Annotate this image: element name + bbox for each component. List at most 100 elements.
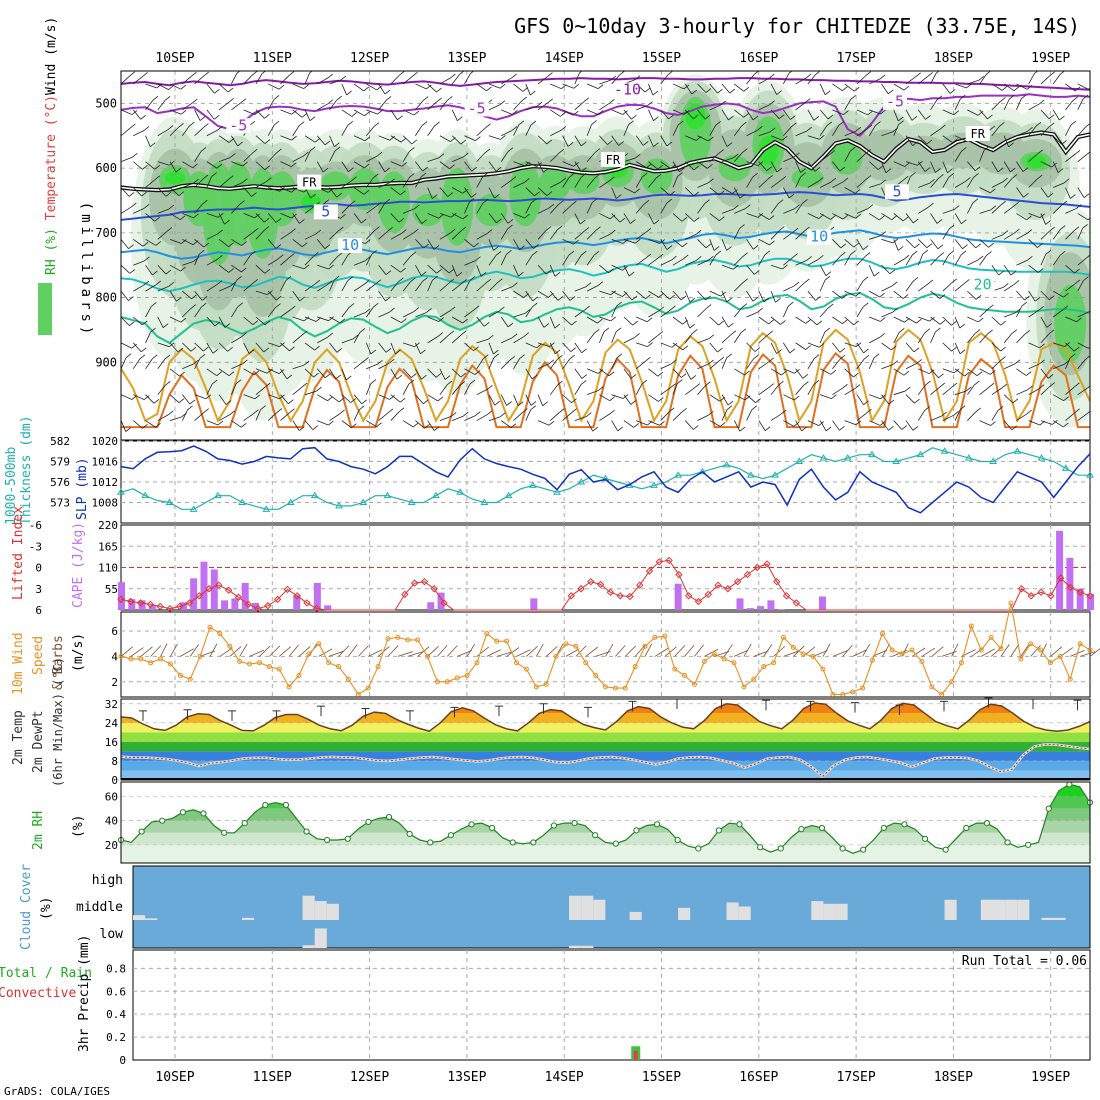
wind-barb-flag <box>777 199 784 205</box>
wind-barb-flag <box>813 354 820 359</box>
wind-barb-flag <box>436 87 442 93</box>
wind-barb-flag <box>951 320 957 326</box>
surface-wind-barb <box>229 646 242 657</box>
wind-barb-flag <box>740 328 747 334</box>
wind-barb-shaft <box>623 290 633 301</box>
wind-barb-shaft <box>832 255 841 266</box>
wind-barb-shaft <box>133 76 143 85</box>
wind-speed-point <box>800 651 806 657</box>
wind-barb-flag <box>867 110 874 116</box>
wind-barb-flag <box>177 347 184 353</box>
li-point <box>156 602 164 611</box>
wind-barb-flag <box>997 167 1004 173</box>
wind-barb-flag <box>141 347 147 353</box>
wind-barb-flag <box>389 178 395 184</box>
thickness-point <box>214 491 222 499</box>
wind-barb-shaft <box>721 394 729 406</box>
wind-barb-flag <box>622 292 628 297</box>
wind-barb-flag <box>310 193 316 199</box>
wind-barb-flag <box>910 172 916 177</box>
wind-barb-flag <box>579 71 583 74</box>
wind-barb-flag <box>530 401 537 406</box>
wind-barb-shaft <box>415 213 423 224</box>
wind-barb-flag <box>482 198 489 204</box>
surface-wind-barb <box>496 651 513 657</box>
wind-barb-flag <box>422 277 428 282</box>
wind-barb-flag <box>236 275 242 281</box>
wind-barb-flag <box>301 382 308 388</box>
li-point <box>714 581 722 589</box>
wind-barb-flag <box>348 167 354 172</box>
rh-blob-green <box>222 161 255 246</box>
wind-barb-flag <box>400 137 407 143</box>
wind-barb-flag <box>531 198 537 204</box>
wind-barb-shaft <box>439 135 451 142</box>
wind-barb-shaft <box>1065 153 1076 162</box>
wind-barb-shaft <box>132 342 142 353</box>
wind-barb-shaft <box>1028 178 1038 188</box>
wind-barb-flag <box>715 250 722 256</box>
wind-barb-flag <box>370 349 377 355</box>
wind-barb-shaft <box>893 316 905 323</box>
wind-barb-shaft <box>1016 213 1027 221</box>
wind-barb-flag <box>657 371 664 377</box>
wind-barb-flag <box>803 381 809 386</box>
wind-barb-flag <box>617 426 624 432</box>
wind-barb-flag <box>1039 343 1045 349</box>
wind-barb-flag <box>718 320 724 326</box>
wind-barb-flag <box>793 281 800 287</box>
wind-barb-shaft <box>660 135 668 147</box>
wind-barb-flag <box>168 281 175 287</box>
wind-barb-shaft <box>1077 387 1088 396</box>
wind-tick-label: 2 <box>111 676 118 689</box>
wind-barb-flag <box>493 353 500 359</box>
pressure-tick-label: 700 <box>95 226 117 240</box>
wind-barb-flag <box>826 121 833 127</box>
wind-barb-shaft <box>537 264 547 275</box>
wind-barb-shaft <box>341 180 352 188</box>
li-tick-label: 3 <box>35 583 42 596</box>
wind-barb-shaft <box>942 176 950 188</box>
wind-barb-shaft <box>807 358 815 370</box>
wind-barb-flag <box>912 250 918 256</box>
wind-barb-shaft <box>930 331 936 344</box>
wind-barb-flag <box>1088 310 1090 313</box>
wind-barb-shaft <box>525 394 532 406</box>
wind-barb-flag <box>1010 270 1017 276</box>
wind-barb-shaft <box>145 100 154 111</box>
wind-barb-flag <box>705 304 712 309</box>
wind-barb-flag <box>635 153 641 159</box>
wind-barb-shaft <box>709 254 717 266</box>
wind-barb-shaft <box>415 161 423 172</box>
wind-barb-shaft <box>537 207 550 214</box>
wind-barb-shaft <box>243 255 251 266</box>
rh2m-point <box>530 839 537 846</box>
wind-barb-shaft <box>255 409 262 421</box>
wind-barb-flag <box>973 172 979 178</box>
wind-barb-shaft <box>121 239 129 249</box>
wind-speed-point <box>978 647 984 653</box>
wind-barb-flag <box>1013 86 1020 91</box>
wind-barb-shaft <box>599 413 610 421</box>
wind-barb-shaft <box>488 135 501 140</box>
wind-barb-shaft <box>145 83 157 89</box>
wind-barb-flag <box>912 426 919 431</box>
wind-barb-flag <box>462 188 468 194</box>
wind-barb-shaft <box>1052 204 1063 214</box>
surface-wind-barb <box>1000 644 1010 657</box>
wind-barb-shaft <box>648 161 659 170</box>
wind-barb-shaft <box>967 109 979 116</box>
wind-barb-flag <box>1048 114 1055 120</box>
wind-barb-flag <box>543 323 550 328</box>
wind-barb-flag <box>677 172 683 177</box>
wind-barb-flag <box>990 421 996 426</box>
cape-tick-label: 110 <box>98 562 118 575</box>
wind-barb-shaft <box>954 151 962 162</box>
wind-barb-shaft <box>439 100 448 111</box>
surface-wind-barb <box>358 645 369 657</box>
day-label-bottom: 11SEP <box>253 1070 292 1085</box>
wind-barb-shaft <box>267 125 275 136</box>
wind-barb-shaft <box>206 161 218 169</box>
cloud-bar-middle <box>1005 899 1018 920</box>
wind-barb-flag <box>1009 94 1015 100</box>
